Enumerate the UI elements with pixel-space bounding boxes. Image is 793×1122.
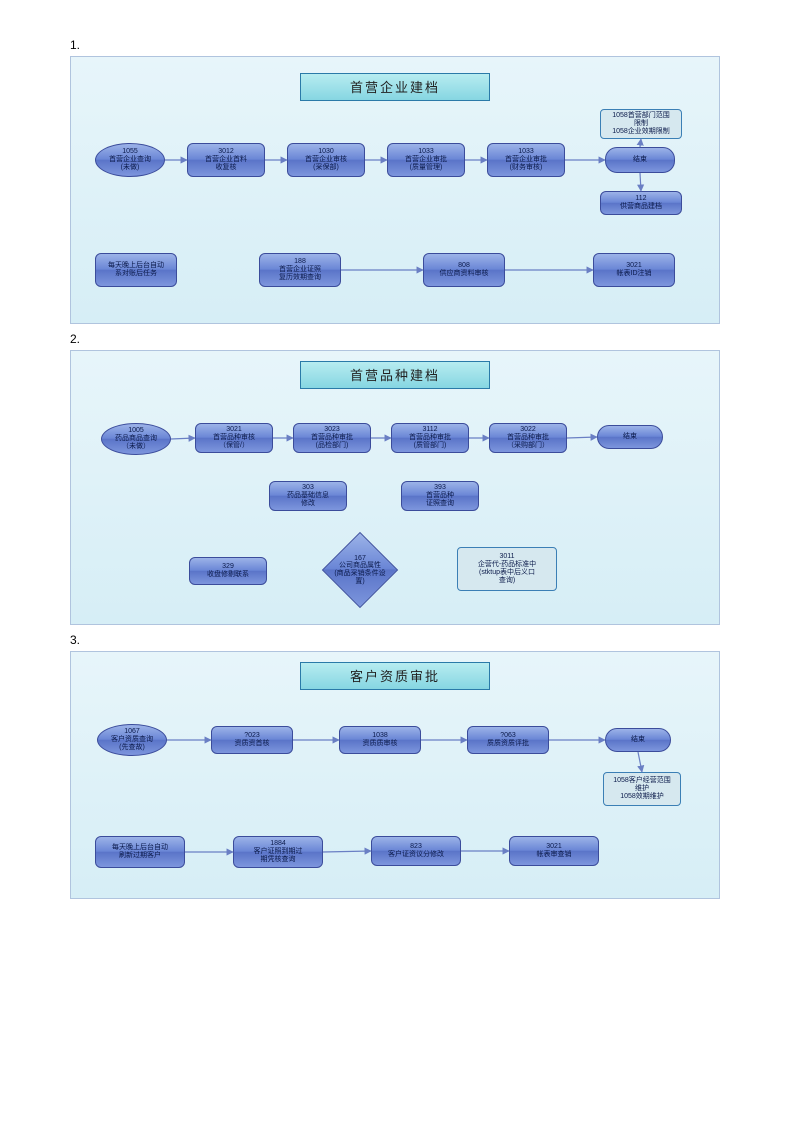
flow-node: 1005药品商品查询（未做） (101, 423, 171, 455)
flow-node: 结束 (597, 425, 663, 449)
flow-node: 1030首营企业审核(采保部) (287, 143, 365, 177)
section-number: 2. (70, 332, 723, 346)
flowchart-title: 首营品种建档 (300, 361, 490, 389)
flow-node: 3021帐表审查销 (509, 836, 599, 866)
flow-node: ?023资质资首核 (211, 726, 293, 754)
flow-node: 3022首营品种审批（采购部门） (489, 423, 567, 453)
flowchart-panel: 首营企业建档 1055首营企业查询(未做) 3012首营企业首料收复核 1030首营企… (70, 56, 720, 324)
flow-node: 1055首营企业查询(未做) (95, 143, 165, 177)
flow-node: 303药品基础信息修改 (269, 481, 347, 511)
flow-node: 808供应商资料审核 (423, 253, 505, 287)
flow-node: 112供营商品建档 (600, 191, 682, 215)
flow-node: 393首营品种证照查询 (401, 481, 479, 511)
flow-node: 3021帐表ID注销 (593, 253, 675, 287)
flow-node: 1884客户证照到期过期凭核查询 (233, 836, 323, 868)
flowchart-title: 首营企业建档 (300, 73, 490, 101)
flow-node: 3011企营代-药品标准中(stktup表中后义口查询) (457, 547, 557, 591)
flow-node: 1033首营企业审批(质量管理) (387, 143, 465, 177)
flow-node: 1067客户资质查询(先查故) (97, 724, 167, 756)
section-number: 1. (70, 38, 723, 52)
flowchart-panel: 首营品种建档 1005药品商品查询（未做） 3021首营品种审核（保管/） 3023首… (70, 350, 720, 625)
flow-node: 329收盘修剔联系 (189, 557, 267, 585)
flowchart-title: 客户资质审批 (300, 662, 490, 690)
flow-node: 823客户证资议分修改 (371, 836, 461, 866)
flow-node: ?063质质资质评批 (467, 726, 549, 754)
flow-node: 3012首营企业首料收复核 (187, 143, 265, 177)
flow-node: 1058客户经营范围维护1058效期维护 (603, 772, 681, 806)
flow-node: 3023首营品种审批(品检部门) (293, 423, 371, 453)
flow-node: 结束 (605, 147, 675, 173)
flow-node: 每天晚上后台自动刷新过期客户 (95, 836, 185, 868)
flow-node-diamond: 167公司商品属性(商品采销条件设置) (333, 543, 387, 597)
flow-node: 1033首营企业审批(财务审核) (487, 143, 565, 177)
section-number: 3. (70, 633, 723, 647)
flow-node: 结束 (605, 728, 671, 752)
flow-node: 3112首营品种审批(质管部门) (391, 423, 469, 453)
flow-node: 188首营企业证照复历效期查询 (259, 253, 341, 287)
flowchart-panel: 客户资质审批 1067客户资质查询(先查故) ?023资质资首核 1038资质质审核?… (70, 651, 720, 899)
flow-node: 1038资质质审核 (339, 726, 421, 754)
flow-node: 1058首营部门范围限制1058企业效期限制 (600, 109, 682, 139)
flow-node: 每天晚上后台自动系对账后任务 (95, 253, 177, 287)
flow-node: 3021首营品种审核（保管/） (195, 423, 273, 453)
